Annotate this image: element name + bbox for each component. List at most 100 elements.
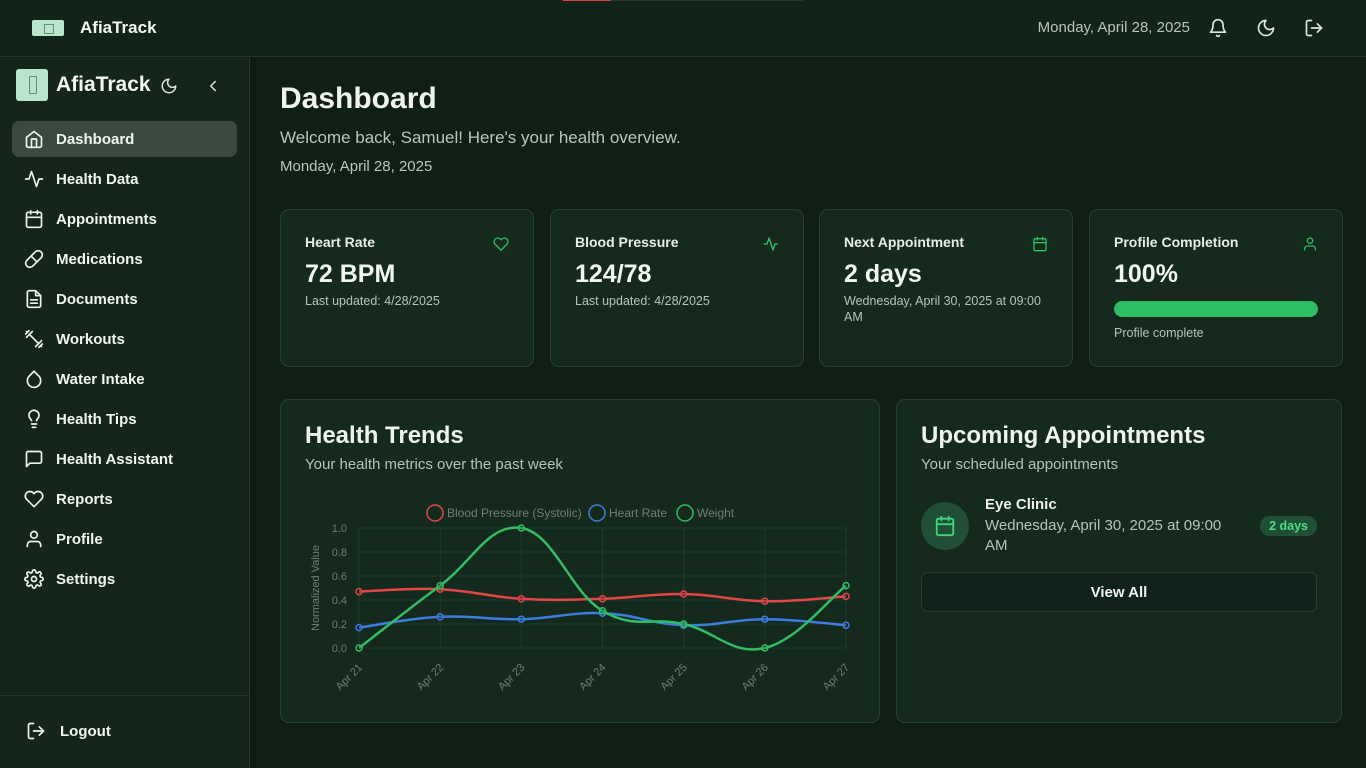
- x-tick-label: Apr 21: [334, 662, 365, 693]
- sidebar-item-label: Settings: [56, 570, 116, 588]
- app-logo: [32, 20, 64, 36]
- sidebar-item-settings[interactable]: Settings: [12, 561, 237, 597]
- sidebar-item-profile[interactable]: Profile: [12, 521, 237, 557]
- moon-icon[interactable]: [1256, 18, 1276, 38]
- health-trends-chart[interactable]: 0.0 0.2 0.4 0.6 0.8 1.0 Apr 21 Apr 22 Apr 23 Apr …: [305, 500, 857, 700]
- stat-title: Profile Completion: [1114, 234, 1239, 250]
- top-date: Monday, April 28, 2025: [1037, 19, 1190, 36]
- logout-icon: [26, 721, 46, 741]
- dumbbell-icon: [24, 329, 44, 349]
- sidebar-item-reports[interactable]: Reports: [12, 481, 237, 517]
- sidebar-item-health-tips[interactable]: Health Tips: [12, 401, 237, 437]
- current-date: Monday, April 28, 2025: [280, 158, 433, 175]
- data-point: [679, 620, 688, 628]
- x-tick-label: Apr 25: [658, 662, 689, 693]
- y-tick-label: 0.4: [332, 595, 347, 607]
- data-point: [517, 615, 526, 623]
- sidebar-item-label: Water Intake: [56, 370, 145, 388]
- progress-fill: [1114, 301, 1318, 317]
- y-tick-label: 0.2: [332, 619, 347, 631]
- data-point: [679, 590, 688, 598]
- data-point: [761, 615, 769, 623]
- profile-progress-bar: [1114, 301, 1318, 317]
- sidebar-item-label: Medications: [56, 250, 143, 268]
- moon-icon[interactable]: [160, 77, 178, 95]
- user-icon: [24, 529, 44, 549]
- x-tick-label: Apr 22: [415, 662, 446, 693]
- y-tick-label: 0.6: [332, 571, 347, 583]
- sidebar-item-label: Documents: [56, 290, 138, 308]
- legend-marker: [676, 504, 694, 522]
- heart-icon: [24, 489, 44, 509]
- appointment-title: Eye Clinic: [985, 496, 1057, 513]
- data-point: [842, 621, 850, 629]
- brand-name: AfiaTrack: [56, 73, 151, 96]
- stat-value: 2 days: [844, 260, 922, 288]
- stat-value: 72 BPM: [305, 260, 396, 288]
- logout-label: Logout: [60, 722, 111, 740]
- top-bar: AfiaTrack Monday, April 28, 2025: [0, 0, 1366, 57]
- legend-label: Blood Pressure (Systolic): [447, 506, 582, 520]
- home-icon: [24, 129, 44, 149]
- sidebar-item-medications[interactable]: Medications: [12, 241, 237, 277]
- activity-icon: [24, 169, 44, 189]
- sidebar-item-workouts[interactable]: Workouts: [12, 321, 237, 357]
- data-point: [761, 597, 769, 605]
- y-tick-label: 0.0: [332, 643, 347, 655]
- appointment-item[interactable]: Eye Clinic Wednesday, April 30, 2025 at …: [921, 496, 1317, 556]
- stat-title: Heart Rate: [305, 234, 376, 250]
- sidebar-item-appointments[interactable]: Appointments: [12, 201, 237, 237]
- legend-label: Heart Rate: [609, 506, 667, 520]
- data-point: [598, 607, 607, 615]
- blood-pressure-card: Blood Pressure 124/78 Last updated: 4/28…: [550, 209, 804, 367]
- sidebar: AfiaTrack Dashboard Health Data Appointm…: [0, 57, 250, 768]
- chevron-left-icon[interactable]: [204, 77, 222, 95]
- status-badge: 2 days: [1260, 516, 1317, 536]
- data-point: [842, 581, 850, 590]
- sidebar-resize-handle: [250, 57, 256, 768]
- file-icon: [24, 289, 44, 309]
- data-point: [436, 613, 444, 621]
- brand-logo: [16, 69, 48, 101]
- sidebar-item-dashboard[interactable]: Dashboard: [12, 121, 237, 157]
- droplet-icon: [24, 369, 44, 389]
- sidebar-item-documents[interactable]: Documents: [12, 281, 237, 317]
- loading-indicator: [563, 0, 803, 1]
- x-tick-label: Apr 26: [740, 662, 771, 693]
- lightbulb-icon: [24, 409, 44, 429]
- legend-marker: [588, 504, 606, 522]
- heart-icon: [493, 236, 509, 252]
- next-appointment-card: Next Appointment 2 days Wednesday, April…: [819, 209, 1073, 367]
- sidebar-item-health-data[interactable]: Health Data: [12, 161, 237, 197]
- stat-value: 124/78: [575, 260, 652, 288]
- sidebar-item-label: Health Data: [56, 170, 139, 188]
- view-all-button[interactable]: View All: [921, 572, 1317, 612]
- app-title: AfiaTrack: [80, 18, 157, 37]
- welcome-message: Welcome back, Samuel! Here's your health…: [280, 128, 681, 147]
- sidebar-item-label: Reports: [56, 490, 113, 508]
- logout-icon[interactable]: [1304, 18, 1324, 38]
- bell-icon[interactable]: [1208, 18, 1228, 38]
- y-axis-label: Normalized Value: [310, 545, 322, 631]
- pill-icon: [24, 249, 44, 269]
- y-tick-label: 1.0: [332, 523, 347, 535]
- card-title: Health Trends: [305, 422, 464, 449]
- sidebar-item-water-intake[interactable]: Water Intake: [12, 361, 237, 397]
- sidebar-brand: AfiaTrack: [16, 69, 151, 101]
- sidebar-divider: [0, 695, 249, 696]
- health-trends-card: Health Trends Your health metrics over t…: [280, 399, 880, 723]
- sidebar-item-health-assistant[interactable]: Health Assistant: [12, 441, 237, 477]
- stat-title: Next Appointment: [844, 234, 965, 250]
- stat-sub: Last updated: 4/28/2025: [575, 294, 710, 308]
- data-point: [517, 524, 526, 532]
- message-icon: [24, 449, 44, 469]
- activity-icon: [763, 236, 779, 252]
- legend-label: Weight: [697, 506, 735, 520]
- sidebar-item-label: Workouts: [56, 330, 125, 348]
- sidebar-item-label: Dashboard: [56, 130, 135, 148]
- calendar-icon: [1032, 236, 1048, 252]
- x-tick-label: Apr 23: [496, 662, 527, 693]
- stat-title: Blood Pressure: [575, 234, 679, 250]
- data-point: [761, 644, 769, 652]
- logout-button[interactable]: Logout: [26, 721, 111, 741]
